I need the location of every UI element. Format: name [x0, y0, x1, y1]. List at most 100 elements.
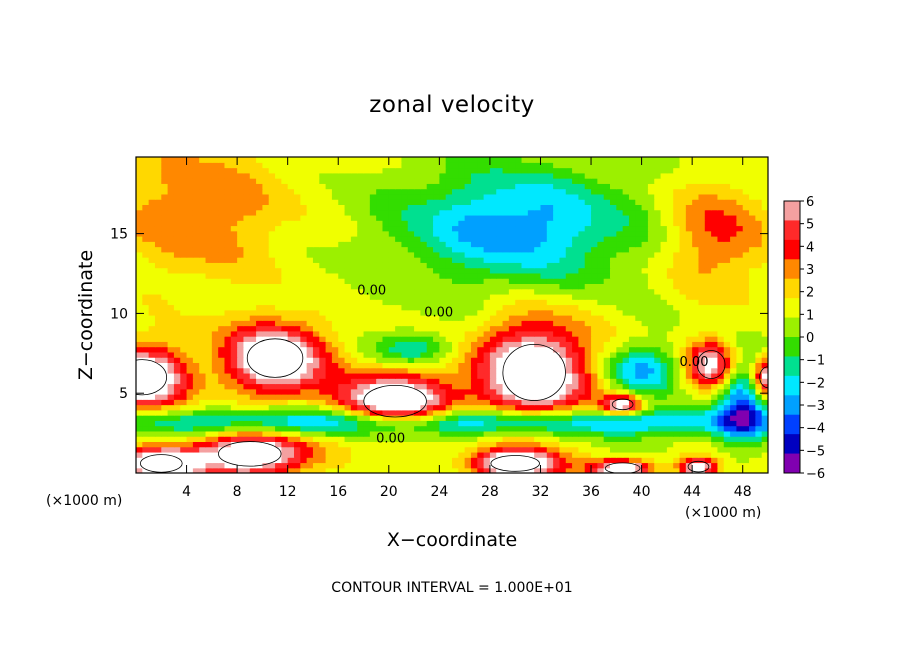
field-cell: [723, 325, 731, 332]
field-cell: [230, 246, 238, 253]
field-cell: [578, 293, 586, 300]
field-cell: [224, 309, 232, 316]
field-cell: [761, 357, 768, 363]
field-cell: [698, 457, 706, 464]
field-cell: [496, 230, 504, 237]
field-cell: [761, 257, 768, 263]
field-cell: [597, 288, 605, 295]
field-cell: [300, 278, 308, 284]
field-cell: [186, 436, 194, 442]
field-cell: [742, 236, 750, 242]
field-cell: [622, 420, 630, 427]
field-cell: [148, 409, 156, 416]
field-cell: [452, 462, 459, 469]
field-cell: [647, 341, 655, 348]
field-cell: [249, 241, 257, 248]
field-cell: [742, 251, 750, 258]
field-cell: [698, 409, 706, 416]
field-cell: [395, 383, 403, 390]
field-cell: [641, 283, 649, 290]
field-cell: [275, 299, 282, 306]
field-cell: [199, 236, 207, 242]
field-cell: [199, 394, 207, 400]
field-cell: [515, 383, 523, 390]
field-cell: [287, 415, 295, 421]
field-cell: [622, 320, 630, 327]
field-cell: [597, 388, 605, 395]
field-cell: [388, 272, 396, 279]
field-cell: [660, 409, 668, 416]
field-cell: [641, 257, 649, 263]
field-cell: [407, 293, 415, 300]
field-cell: [591, 299, 598, 306]
field-cell: [376, 420, 384, 427]
field-cell: [369, 236, 377, 242]
field-cell: [262, 399, 270, 406]
field-cell: [452, 399, 459, 406]
field-cell: [401, 436, 409, 442]
field-cell: [496, 409, 504, 416]
field-cell: [717, 336, 725, 342]
field-cell: [755, 351, 763, 358]
field-cell: [591, 357, 598, 363]
field-cell: [420, 209, 428, 216]
field-cell: [173, 362, 181, 369]
field-cell: [603, 341, 611, 348]
field-cell: [256, 441, 263, 448]
field-cell: [698, 230, 706, 237]
field-cell: [470, 315, 478, 321]
field-cell: [275, 357, 282, 363]
field-cell: [578, 304, 586, 311]
field-cell: [268, 425, 276, 432]
field-cell: [192, 388, 200, 395]
field-cell: [407, 425, 415, 432]
field-cell: [489, 209, 497, 216]
field-cell: [180, 404, 188, 411]
field-cell: [357, 230, 365, 237]
field-cell: [749, 293, 756, 300]
field-cell: [692, 251, 700, 258]
field-cell: [211, 304, 219, 311]
field-cell: [534, 336, 542, 342]
field-cell: [603, 357, 611, 363]
field-cell: [192, 262, 200, 269]
field-cell: [426, 462, 434, 469]
field-cell: [407, 357, 415, 363]
field-cell: [294, 209, 301, 216]
field-cell: [527, 425, 535, 432]
field-cell: [736, 214, 744, 221]
field-cell: [470, 283, 478, 290]
field-cell: [142, 325, 150, 332]
field-cell: [546, 415, 554, 421]
field-cell: [515, 399, 523, 406]
field-cell: [527, 383, 535, 390]
field-cell: [369, 262, 377, 269]
field-cell: [654, 394, 662, 400]
field-cell: [711, 341, 719, 348]
field-cell: [363, 399, 371, 406]
field-cell: [439, 251, 447, 258]
field-cell: [192, 214, 200, 221]
field-cell: [192, 230, 200, 237]
field-cell: [331, 320, 339, 327]
field-cell: [230, 325, 238, 332]
field-cell: [521, 388, 529, 395]
field-cell: [300, 320, 308, 327]
field-cell: [180, 272, 188, 279]
field-cell: [723, 378, 731, 385]
field-cell: [572, 351, 579, 358]
field-cell: [591, 214, 598, 221]
field-cell: [167, 436, 175, 442]
field-cell: [565, 420, 573, 427]
field-cell: [546, 320, 554, 327]
field-cell: [641, 236, 649, 242]
field-cell: [660, 467, 668, 473]
field-cell: [376, 267, 384, 274]
field-cell: [281, 415, 289, 421]
field-cell: [281, 315, 289, 321]
field-cell: [628, 441, 636, 448]
field-cell: [230, 446, 238, 453]
field-cell: [154, 241, 162, 248]
field-cell: [154, 330, 162, 337]
field-cell: [401, 214, 409, 221]
